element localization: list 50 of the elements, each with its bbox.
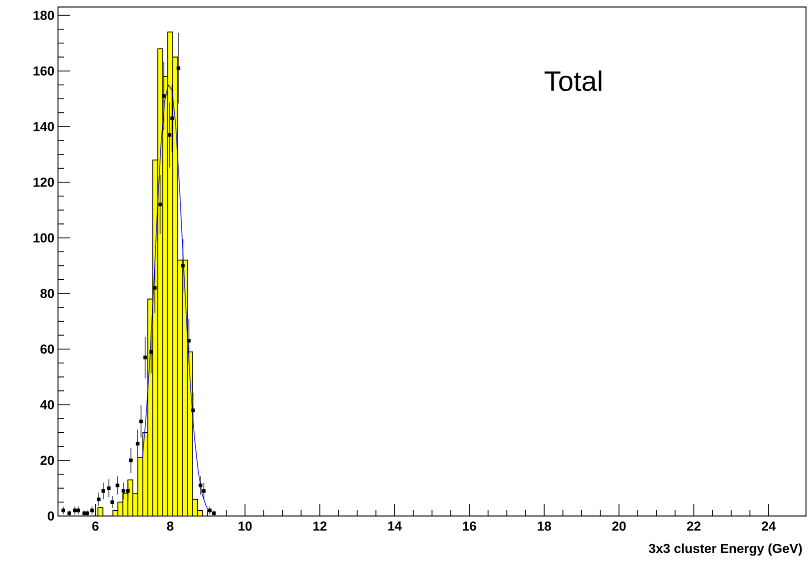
point: [149, 350, 153, 354]
y-tick-label: 140: [34, 122, 54, 132]
x-tick-label: 24: [762, 522, 776, 531]
x-tick-label: 22: [687, 522, 701, 531]
point: [168, 133, 172, 137]
x-axis-title: 3x3 cluster Energy (GeV): [648, 544, 802, 556]
point: [143, 356, 147, 360]
x-tick-label: 18: [538, 522, 552, 531]
point: [76, 508, 80, 512]
y-tick-label: 80: [40, 288, 54, 298]
point: [162, 94, 166, 98]
point: [107, 486, 111, 490]
y-tick-label: 160: [34, 66, 54, 76]
x-tick-label: 10: [238, 522, 252, 531]
point: [126, 489, 130, 493]
point: [208, 508, 212, 512]
point: [122, 489, 126, 493]
point: [61, 508, 66, 512]
point: [153, 286, 157, 290]
point: [176, 66, 180, 70]
point: [73, 508, 77, 512]
point: [187, 338, 191, 343]
point: [158, 202, 162, 206]
point: [116, 484, 120, 488]
x-tick-label: 6: [92, 522, 99, 531]
y-tick-label: 40: [40, 400, 54, 410]
x-tick-label: 20: [612, 522, 626, 531]
point: [170, 116, 174, 120]
point: [90, 508, 94, 512]
x-tick-label: 8: [166, 522, 174, 531]
point: [101, 489, 106, 493]
y-tick-label: 180: [34, 10, 54, 20]
x-tick-label: 12: [313, 522, 327, 531]
x-tick-label: 16: [462, 522, 476, 531]
annotation: Total: [544, 70, 602, 92]
point: [191, 408, 195, 412]
point: [139, 420, 143, 424]
point: [129, 458, 133, 462]
point: [198, 484, 202, 488]
point: [96, 498, 101, 502]
y-tick-label: 60: [40, 344, 54, 354]
point: [136, 442, 140, 446]
point: [181, 264, 185, 268]
y-tick-label: 20: [40, 456, 54, 465]
point: [110, 500, 114, 504]
y-tick-label: 120: [34, 178, 54, 187]
point: [202, 489, 206, 493]
y-tick-label: 0: [48, 511, 54, 521]
y-tick-label: 100: [34, 233, 54, 242]
x-tick-label: 14: [388, 522, 402, 530]
